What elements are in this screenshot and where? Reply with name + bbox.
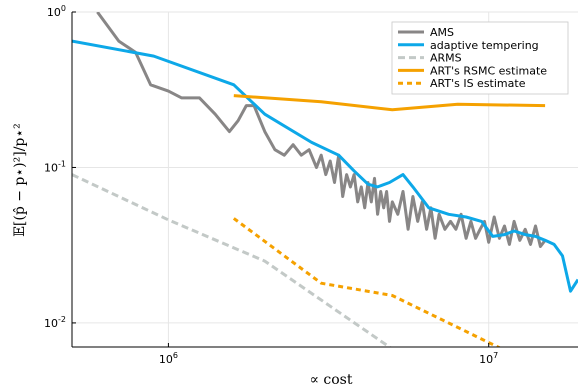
x-tick-label-1: 107	[479, 351, 498, 366]
axes: 106 107 100 10-1 10-2	[44, 4, 578, 366]
legend-label-1: adaptive tempering	[430, 39, 539, 52]
legend-label-2: ARMS	[430, 52, 462, 65]
series-layer	[72, 12, 578, 347]
series-line-4	[232, 217, 502, 347]
series-line-1	[72, 39, 578, 293]
legend-label-3: ART's RSMC estimate	[430, 64, 547, 77]
y-axis-title: 𝔼[(p̂ − p⋆)²]/p⋆²	[12, 123, 28, 237]
legend-label-4: ART's IS estimate	[430, 77, 526, 90]
series-line-2	[72, 173, 393, 347]
series-line-3	[233, 94, 546, 112]
x-tick-label-0: 106	[159, 351, 178, 366]
y-tick-label-0: 100	[47, 4, 66, 19]
y-tick-label-1: 10-1	[44, 159, 66, 174]
y-tick-label-2: 10-2	[44, 315, 66, 330]
x-axis-title: ∝ cost	[309, 372, 352, 388]
legend-label-0: AMS	[430, 26, 454, 39]
